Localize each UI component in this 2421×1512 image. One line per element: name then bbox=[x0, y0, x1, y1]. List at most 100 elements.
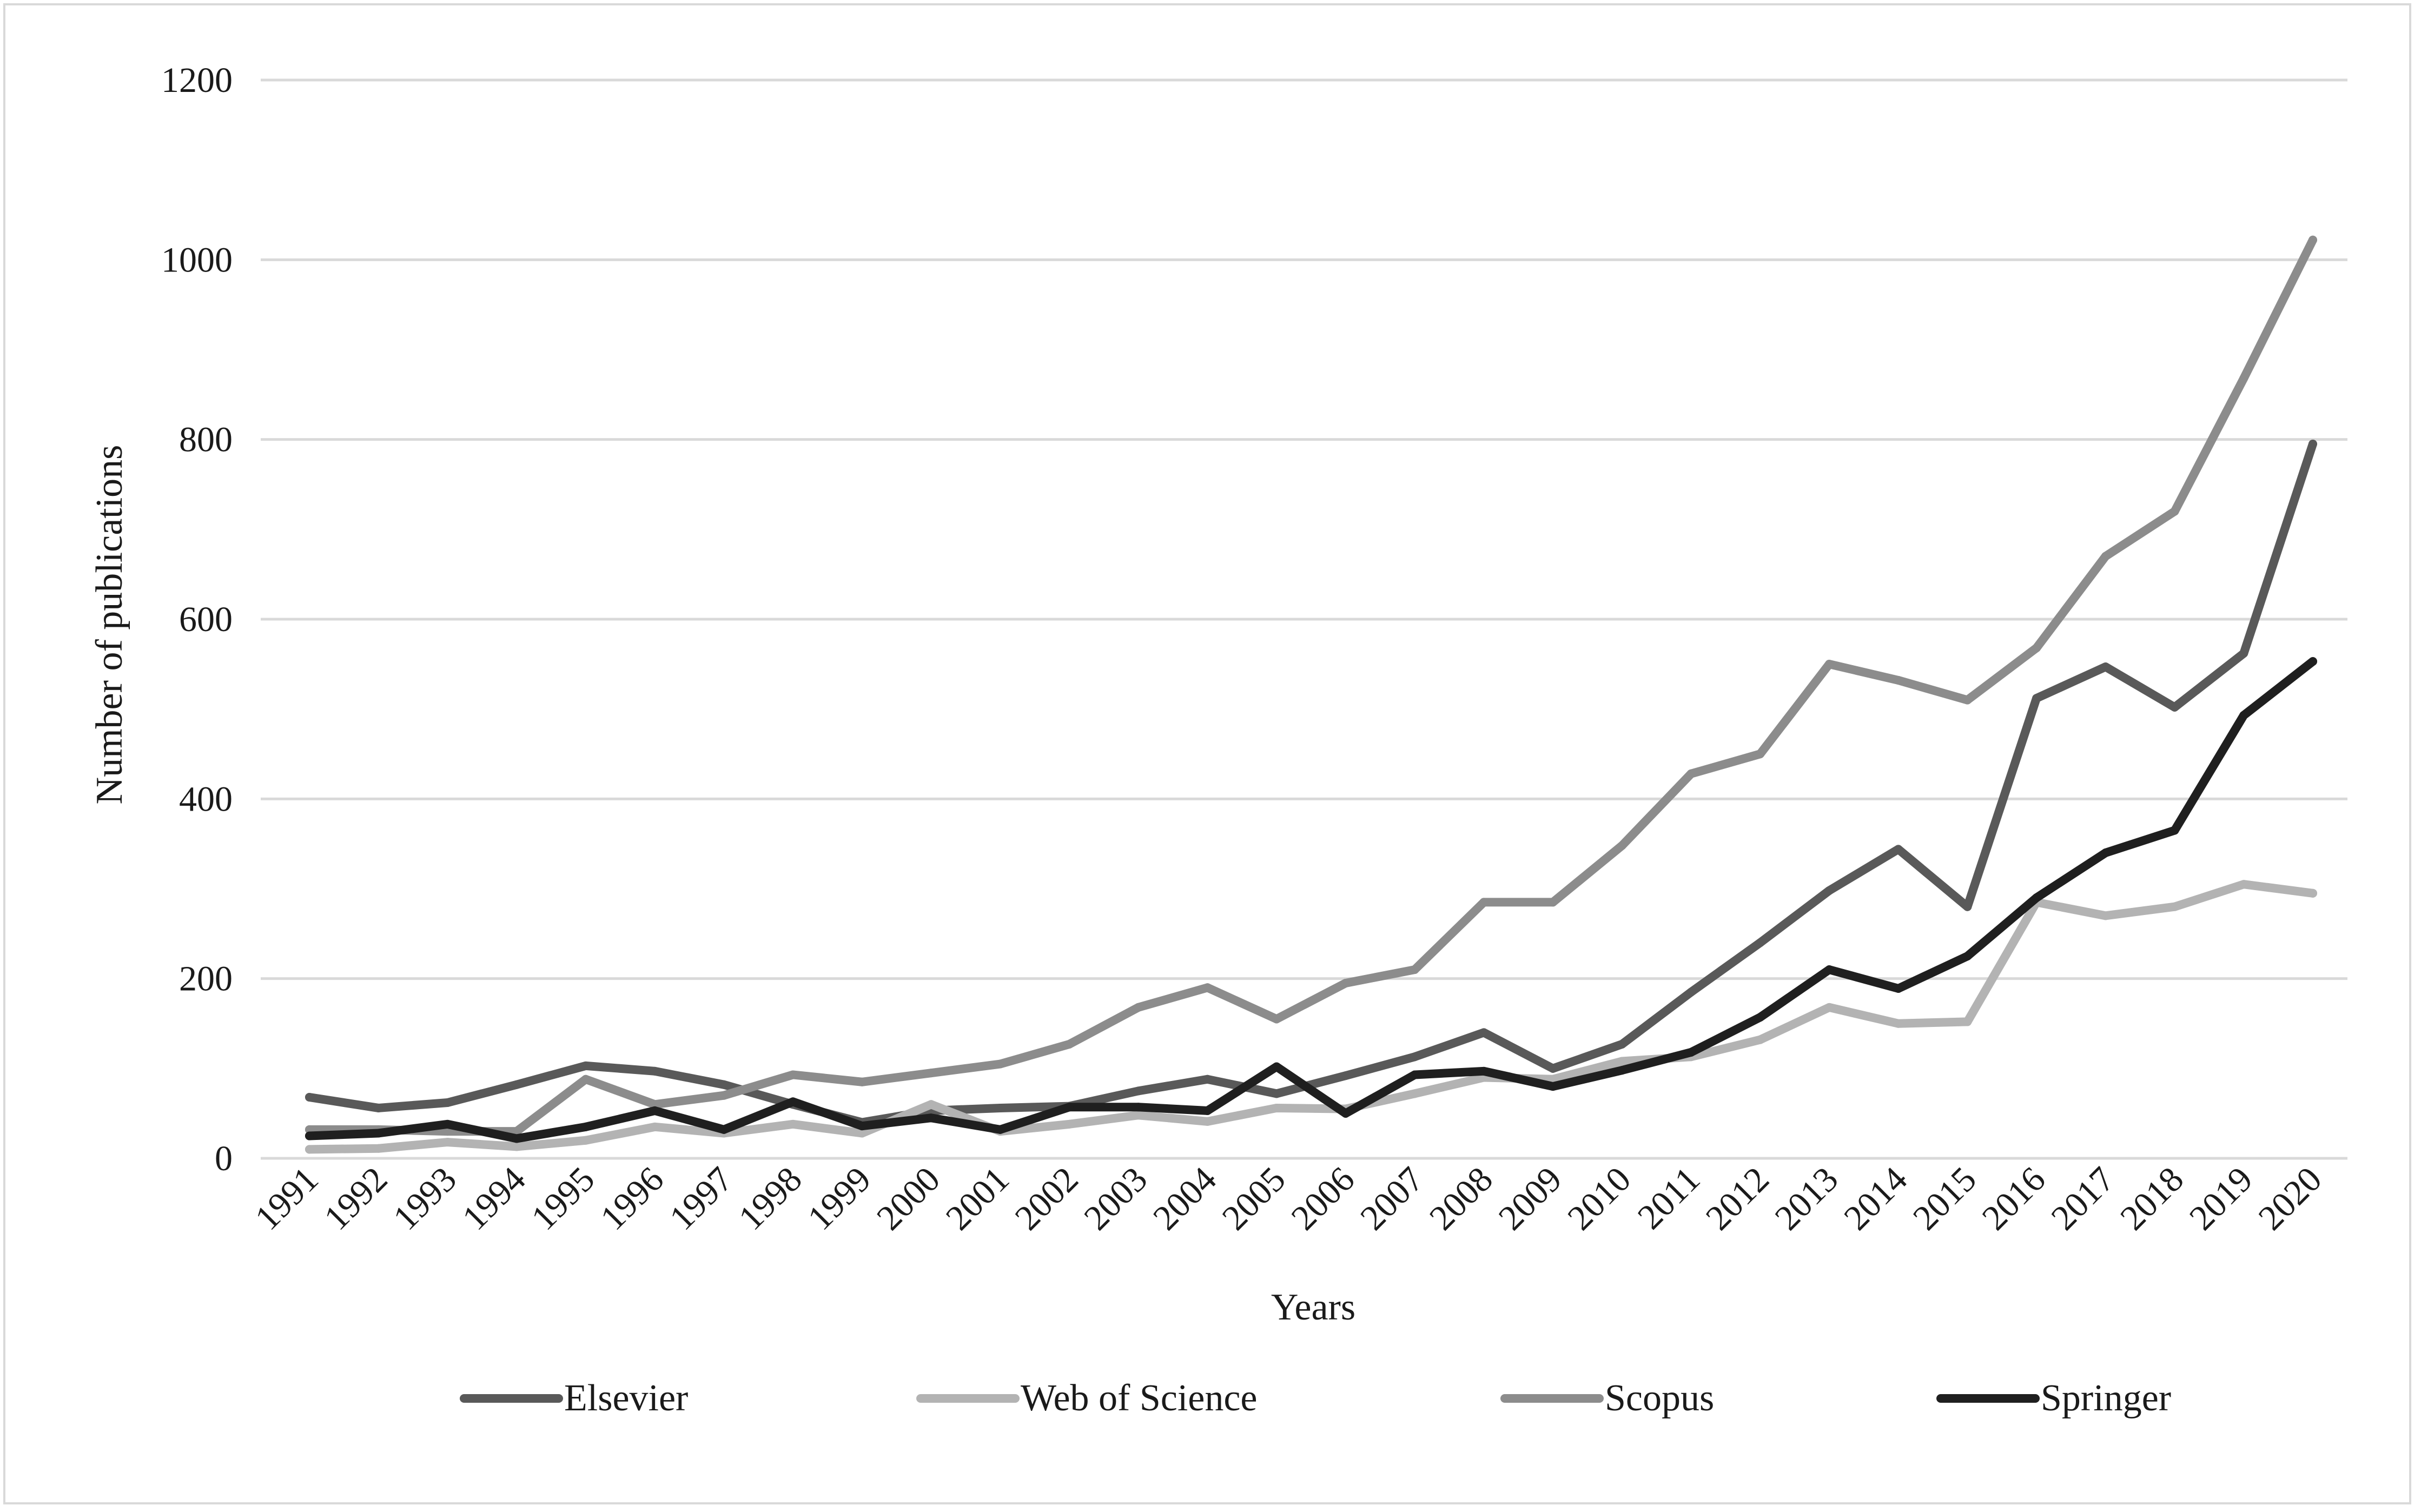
data-point-web-of-science bbox=[857, 1129, 866, 1138]
data-point-scopus bbox=[996, 1059, 1005, 1069]
x-tick-label: 2002 bbox=[1008, 1159, 1086, 1238]
series-scopus bbox=[305, 235, 2317, 1136]
data-point-web-of-science bbox=[374, 1144, 383, 1153]
data-point-springer bbox=[1203, 1106, 1212, 1115]
data-point-elsevier bbox=[1479, 1028, 1489, 1037]
x-tick-label: 1996 bbox=[593, 1159, 671, 1238]
data-point-elsevier bbox=[2032, 694, 2041, 703]
data-point-scopus bbox=[443, 1127, 452, 1136]
data-point-springer bbox=[1341, 1109, 1350, 1118]
data-point-scopus bbox=[2308, 235, 2317, 244]
data-point-elsevier bbox=[2308, 439, 2317, 448]
data-point-web-of-science bbox=[650, 1122, 659, 1131]
chart-frame bbox=[3, 3, 2411, 1504]
data-point-scopus bbox=[1341, 978, 1350, 987]
data-point-elsevier bbox=[1963, 902, 1972, 911]
x-tick-label: 2016 bbox=[1975, 1159, 2053, 1238]
data-point-web-of-science bbox=[305, 1145, 314, 1154]
data-point-scopus bbox=[1410, 965, 1419, 974]
data-point-elsevier bbox=[443, 1098, 452, 1107]
data-point-web-of-science bbox=[1203, 1117, 1212, 1126]
y-axis-title: Number of publications bbox=[89, 445, 130, 805]
x-tick-label: 2015 bbox=[1906, 1159, 1984, 1238]
data-point-elsevier bbox=[1410, 1052, 1419, 1062]
data-point-springer bbox=[2101, 848, 2110, 858]
x-tick-label: 2008 bbox=[1422, 1159, 1500, 1238]
data-point-springer bbox=[1824, 965, 1834, 974]
data-point-springer bbox=[512, 1134, 521, 1143]
data-point-springer bbox=[1686, 1047, 1696, 1057]
x-tick-label: 2014 bbox=[1836, 1159, 1915, 1238]
x-tick-label: 1993 bbox=[386, 1159, 464, 1238]
data-point-elsevier bbox=[996, 1103, 1005, 1112]
data-point-elsevier bbox=[1134, 1086, 1143, 1096]
data-point-springer bbox=[1272, 1062, 1281, 1071]
data-point-scopus bbox=[857, 1077, 866, 1086]
x-tick-label: 1998 bbox=[731, 1159, 810, 1238]
data-point-springer bbox=[374, 1129, 383, 1138]
data-point-springer bbox=[1064, 1103, 1074, 1112]
data-point-web-of-science bbox=[581, 1136, 590, 1145]
data-point-springer bbox=[650, 1106, 659, 1115]
series-springer bbox=[305, 657, 2317, 1143]
data-point-springer bbox=[2170, 826, 2179, 835]
data-point-springer bbox=[857, 1122, 866, 1131]
legend-label: Scopus bbox=[1605, 1377, 1714, 1419]
x-tick-label: 2005 bbox=[1215, 1159, 1293, 1238]
data-point-web-of-science bbox=[927, 1100, 936, 1109]
y-tick-label: 0 bbox=[215, 1139, 233, 1178]
data-point-springer bbox=[443, 1119, 452, 1129]
legend-item-elsevier: Elsevier bbox=[460, 1377, 688, 1419]
data-point-elsevier bbox=[650, 1066, 659, 1076]
data-point-web-of-science bbox=[1617, 1057, 1626, 1066]
data-point-elsevier bbox=[1549, 1064, 1558, 1073]
data-point-springer bbox=[1479, 1066, 1489, 1076]
x-tick-label: 2000 bbox=[869, 1159, 948, 1238]
data-point-springer bbox=[2032, 893, 2041, 903]
data-point-elsevier bbox=[1686, 987, 1696, 997]
data-point-springer bbox=[1617, 1066, 1626, 1075]
data-point-elsevier bbox=[1617, 1039, 1626, 1049]
series-line-elsevier bbox=[305, 439, 2317, 1127]
y-tick-label: 600 bbox=[179, 600, 233, 639]
series-web-of-science bbox=[305, 880, 2317, 1154]
data-point-web-of-science bbox=[512, 1142, 521, 1151]
legend: Elsevier Web of Science Scopus Springer bbox=[460, 1377, 2171, 1419]
x-tick-label: 2011 bbox=[1630, 1159, 1708, 1237]
data-point-elsevier bbox=[1272, 1089, 1281, 1098]
data-point-springer bbox=[719, 1125, 729, 1134]
x-tick-label: 2017 bbox=[2043, 1159, 2122, 1238]
x-tick-label: 2001 bbox=[938, 1159, 1017, 1238]
legend-item-springer: Springer bbox=[1936, 1377, 2171, 1419]
data-point-springer bbox=[1549, 1082, 1558, 1091]
data-point-elsevier bbox=[1203, 1075, 1212, 1084]
x-tick-label: 2009 bbox=[1491, 1159, 1570, 1238]
data-point-scopus bbox=[789, 1070, 798, 1079]
data-point-scopus bbox=[1894, 675, 1903, 685]
data-point-springer bbox=[305, 1131, 314, 1140]
x-tick-label: 2003 bbox=[1076, 1159, 1155, 1238]
data-point-scopus bbox=[2032, 644, 2041, 653]
y-tick-label: 1200 bbox=[161, 61, 233, 100]
data-point-springer bbox=[2308, 657, 2317, 666]
y-axis-ticks: 0 200 400 600 800 1000 1200 bbox=[161, 61, 233, 1178]
data-point-elsevier bbox=[2101, 662, 2110, 672]
data-point-springer bbox=[581, 1122, 590, 1131]
x-tick-label: 1997 bbox=[662, 1159, 740, 1238]
data-point-scopus bbox=[2239, 374, 2248, 383]
data-point-web-of-science bbox=[1134, 1111, 1143, 1120]
x-tick-label: 2018 bbox=[2113, 1159, 2191, 1238]
data-point-web-of-science bbox=[1410, 1089, 1419, 1098]
data-point-scopus bbox=[1272, 1014, 1281, 1024]
data-point-springer bbox=[996, 1125, 1005, 1134]
data-point-scopus bbox=[1549, 898, 1558, 907]
series-lines bbox=[305, 235, 2317, 1154]
series-line-springer bbox=[305, 657, 2317, 1143]
data-point-elsevier bbox=[2239, 649, 2248, 658]
series-elsevier bbox=[305, 439, 2317, 1127]
x-axis-title: Years bbox=[1271, 1286, 1355, 1328]
legend-label: Springer bbox=[2041, 1377, 2171, 1419]
series-line-scopus bbox=[305, 235, 2317, 1136]
data-point-scopus bbox=[2101, 552, 2110, 561]
data-point-web-of-science bbox=[1272, 1103, 1281, 1112]
